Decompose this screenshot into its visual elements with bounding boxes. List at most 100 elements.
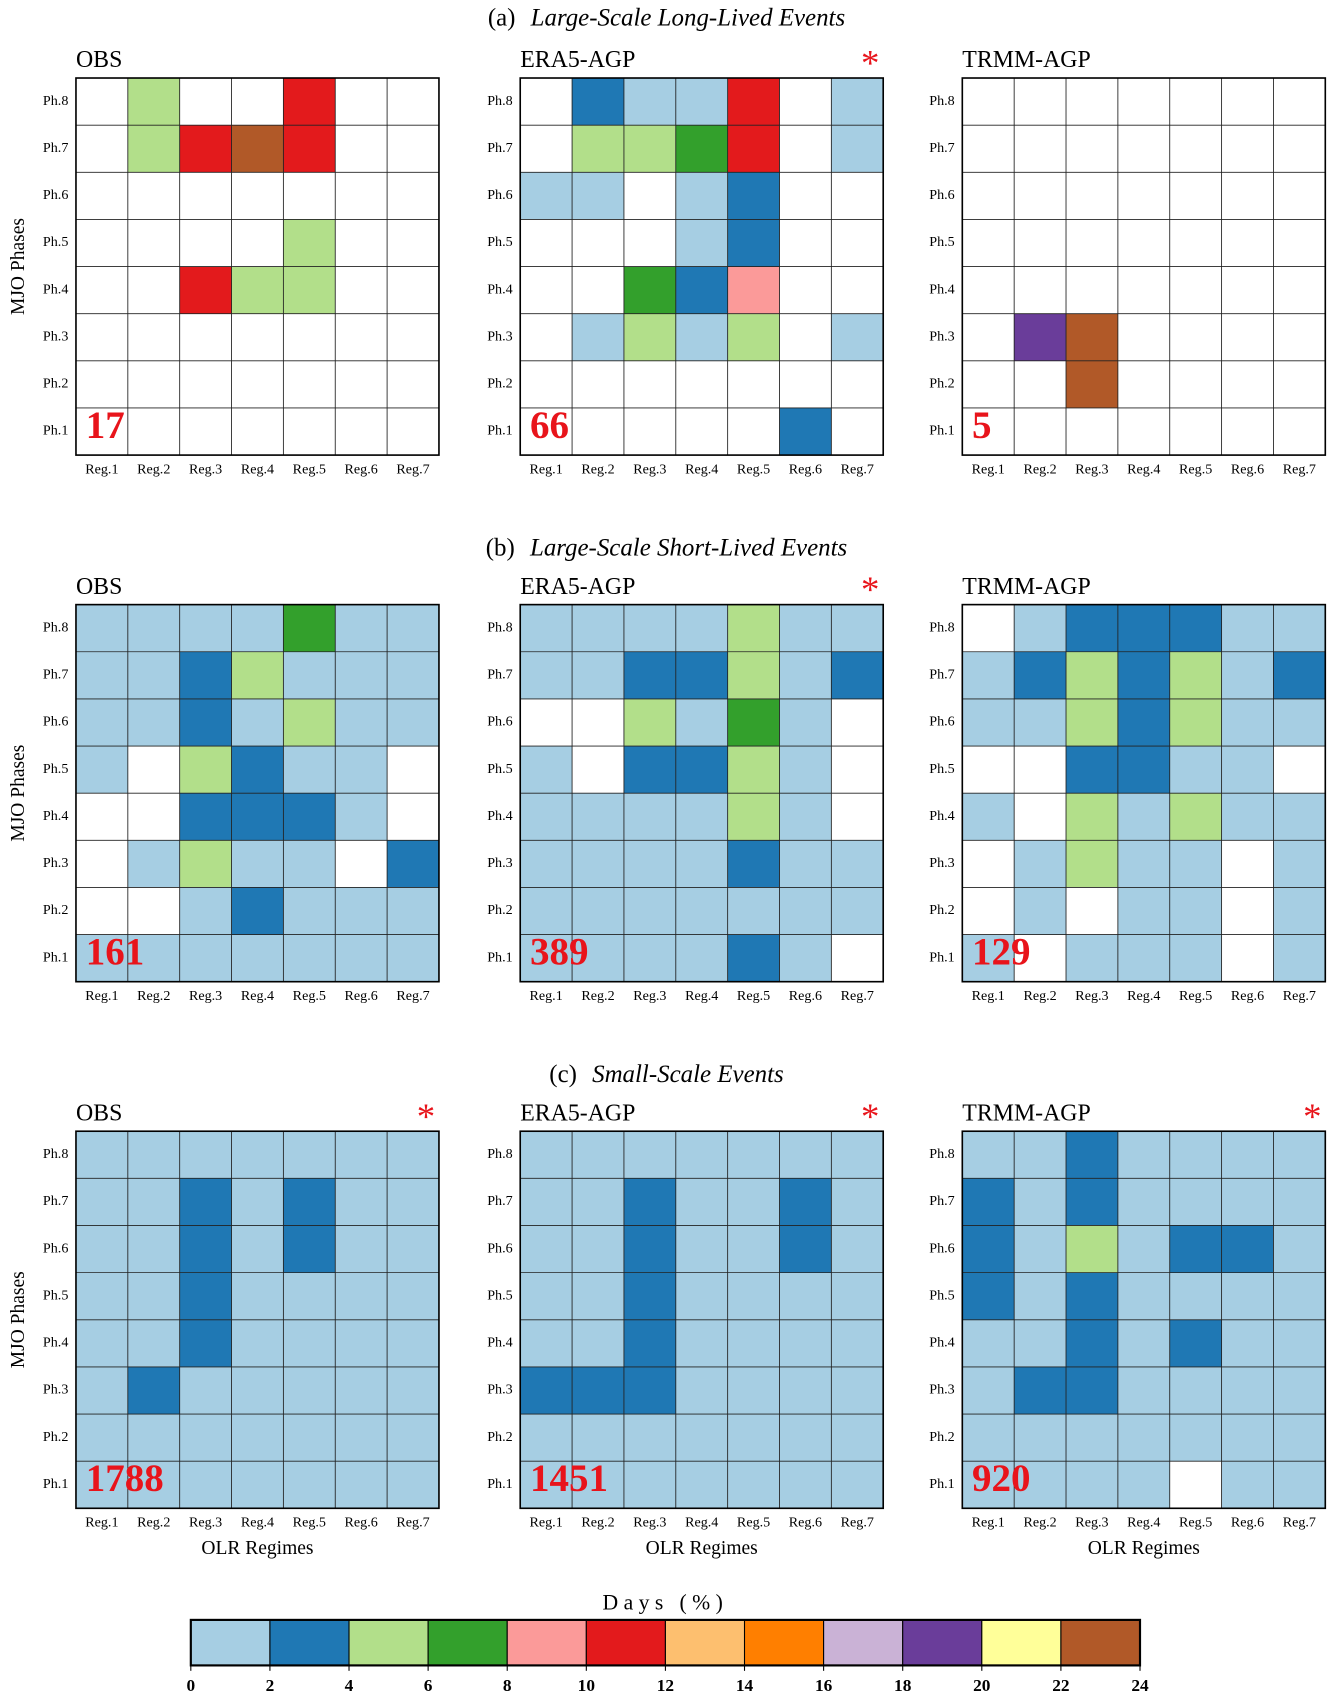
heatmap-cell [179,1272,232,1320]
heatmap-cell [179,1131,232,1179]
heatmap-cell [1066,840,1118,888]
heatmap-cell [179,1225,232,1273]
heatmap-cell [1169,887,1222,935]
heatmap-cell [127,1366,180,1415]
y-tick-label: Ph.1 [43,949,68,965]
heatmap-cell [127,1461,180,1509]
heatmap-cell [675,219,728,267]
y-tick-label: Ph.4 [929,1335,954,1351]
heatmap-cell [727,887,780,935]
x-tick-label: Reg.5 [737,461,770,477]
heatmap-cell [283,604,336,652]
heatmap-cell [1117,1272,1170,1320]
heatmap-cell [572,1131,624,1179]
heatmap-cell [1273,604,1326,652]
y-axis-label: MJO Phases [8,745,29,842]
heatmap-cell [623,746,676,794]
y-tick-label: Ph.8 [43,93,68,109]
heatmap-cell [520,1414,573,1462]
heatmap-cell [283,1319,336,1367]
heatmap-cell [675,934,728,982]
colorbar-swatch [981,1619,1062,1666]
heatmap-cell [962,1414,1015,1462]
colorbar-swatch [664,1619,746,1666]
heatmap-cell [179,746,232,794]
y-tick-label: Ph.6 [487,714,512,730]
heatmap-cell [727,1414,780,1462]
heatmap-cell [1014,1272,1067,1320]
panel-frame [75,603,440,983]
y-tick-label: Ph.2 [487,376,512,392]
x-tick-label: Reg.6 [345,1515,378,1531]
section-label: (c) [549,1061,577,1088]
y-tick-label: Ph.8 [43,619,68,635]
event-count: 161 [86,931,145,974]
heatmap-cell [779,934,832,982]
heatmap-cell [962,793,1015,841]
heatmap-cell [520,604,573,652]
x-tick-label: Reg.7 [1283,1515,1316,1531]
significance-marker: * [861,569,879,610]
heatmap-cell [283,793,336,841]
heatmap-cell [1273,698,1326,747]
y-tick-label: Ph.4 [43,281,68,297]
heatmap-cell [231,1319,284,1367]
heatmap-cell [779,1131,832,1179]
heatmap-cell [1117,1178,1170,1226]
colorbar-swatch [1060,1619,1141,1666]
heatmap-cell [75,1272,128,1320]
panel-title: TRMM-AGP [962,574,1090,600]
heatmap-cell [231,887,284,935]
colorbar-tick-label: 4 [345,1676,354,1695]
heatmap-cell [387,840,439,888]
heatmap-cell [283,1414,336,1462]
y-tick-label: Ph.4 [43,808,68,824]
y-tick-label: Ph.8 [929,93,954,109]
y-tick-label: Ph.7 [929,667,954,683]
heatmap-cell [727,840,780,888]
significance-marker: * [861,43,879,84]
heatmap-cell [283,887,336,935]
x-tick-label: Reg.7 [841,1515,874,1531]
heatmap-cell [387,934,439,982]
heatmap-cell [1014,1366,1067,1415]
heatmap-cell [779,1414,832,1462]
colorbar-swatch [506,1619,587,1666]
heatmap-cell [831,1319,884,1367]
y-tick-label: Ph.1 [929,423,954,439]
heatmap-cell [727,1131,780,1179]
heatmap-cell [179,1414,232,1462]
heatmap-cell [75,1366,128,1415]
heatmap-cell [1221,1131,1274,1179]
x-tick-label: Reg.5 [737,988,770,1004]
heatmap-cell [179,840,232,888]
heatmap-cell [623,1178,676,1226]
heatmap-cell [179,698,232,747]
colorbar-tick-label: 12 [657,1676,674,1695]
y-tick-label: Ph.8 [929,619,954,635]
heatmap-cell [520,1131,573,1179]
x-tick-label: Reg.4 [685,988,718,1004]
y-tick-label: Ph.8 [487,1146,512,1162]
heatmap-cell [572,78,624,126]
y-tick-label: Ph.6 [487,187,512,203]
colorbar-tick-label: 24 [1131,1676,1149,1695]
x-tick-label: Reg.6 [1231,1515,1264,1531]
heatmap-cell [831,1272,884,1320]
heatmap-cell [623,651,676,699]
heatmap-cell [572,1272,624,1320]
y-tick-label: Ph.3 [487,328,512,344]
section-title: (c) Small-Scale Events [549,1061,783,1088]
x-tick-label: Reg.1 [85,988,118,1004]
heatmap-cell [335,1178,388,1226]
heatmap-cell [179,1461,232,1509]
event-count: 389 [530,931,589,974]
heatmap-cell [283,1225,336,1273]
heatmap-cell [283,698,336,747]
heatmap-cell [1221,1461,1274,1509]
heatmap-cell [831,651,884,699]
heatmap-cell [675,887,728,935]
heatmap-cell [1014,887,1067,935]
heatmap-cell [572,125,624,173]
heatmap-cell [179,793,232,841]
